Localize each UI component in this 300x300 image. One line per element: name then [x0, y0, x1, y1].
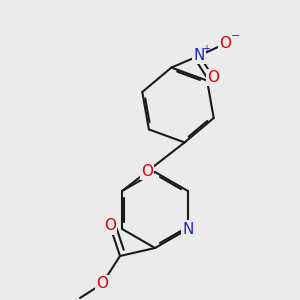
- Text: −: −: [231, 31, 240, 40]
- Text: O: O: [141, 164, 153, 179]
- Text: N: N: [194, 48, 205, 63]
- Text: N: N: [182, 221, 194, 236]
- Text: O: O: [207, 70, 219, 85]
- Text: O: O: [219, 36, 231, 51]
- Text: +: +: [202, 44, 210, 54]
- Text: O: O: [104, 218, 116, 233]
- Text: O: O: [96, 277, 108, 292]
